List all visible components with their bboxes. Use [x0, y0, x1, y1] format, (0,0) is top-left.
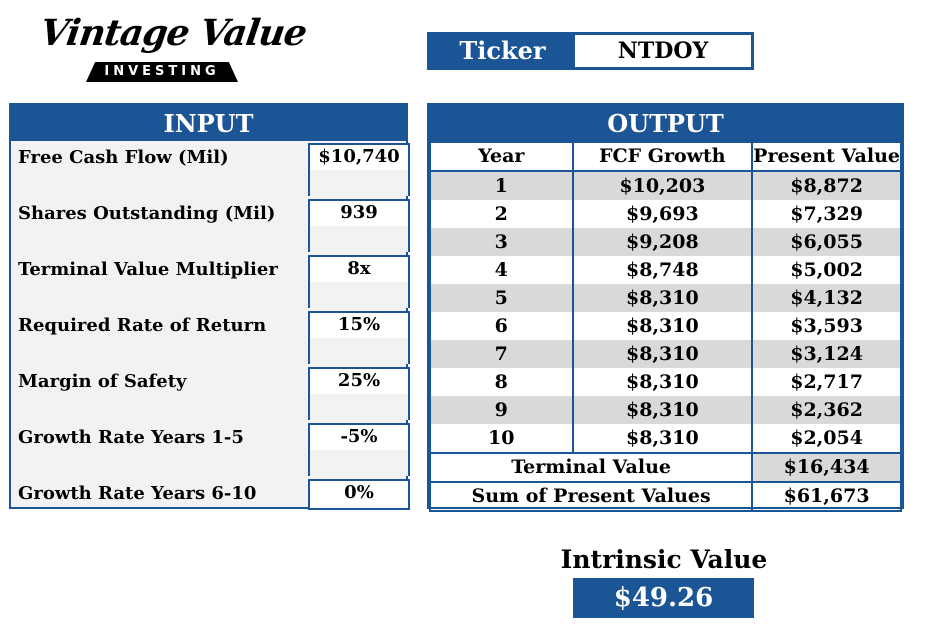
- input-label-growth-6-10: Growth Rate Years 6-10: [18, 483, 257, 504]
- table-row: 8 $8,310 $2,717: [429, 368, 902, 396]
- input-gap: [308, 450, 410, 476]
- input-gap: [308, 394, 410, 420]
- table-row: 2 $9,693 $7,329: [429, 200, 902, 228]
- input-gap: [308, 338, 410, 364]
- year-cell: 7: [429, 340, 574, 368]
- terminal-value-cell: $16,434: [751, 452, 902, 483]
- input-panel-title: INPUT: [11, 105, 406, 141]
- present-value-cell: $8,872: [751, 171, 902, 200]
- input-label-terminal-multiplier: Terminal Value Multiplier: [18, 259, 278, 280]
- column-header-year: Year: [429, 141, 574, 172]
- input-label-growth-1-5: Growth Rate Years 1-5: [18, 427, 244, 448]
- table-row: 10 $8,310 $2,054: [429, 424, 902, 453]
- year-cell: 3: [429, 228, 574, 256]
- terminal-value-row: Terminal Value $16,434: [428, 452, 902, 483]
- year-cell: 9: [429, 396, 574, 424]
- ticker-box: Ticker NTDOY: [427, 32, 754, 70]
- year-cell: 8: [429, 368, 574, 396]
- fcf-cell: $8,310: [571, 340, 754, 368]
- present-value-cell: $2,362: [751, 396, 902, 424]
- table-row: 4 $8,748 $5,002: [429, 256, 902, 284]
- input-gap: [308, 170, 410, 196]
- logo-script-text: Vintage Value: [37, 12, 309, 54]
- input-gap: [308, 282, 410, 308]
- fcf-cell: $8,310: [571, 312, 754, 340]
- table-row: 6 $8,310 $3,593: [429, 312, 902, 340]
- fcf-cell: $8,310: [571, 284, 754, 312]
- terminal-multiplier-field[interactable]: 8x: [308, 255, 410, 286]
- year-cell: 10: [429, 424, 574, 453]
- present-value-cell: $4,132: [751, 284, 902, 312]
- column-header-present-value: Present Value: [751, 141, 902, 172]
- table-row: 5 $8,310 $4,132: [429, 284, 902, 312]
- table-row: 7 $8,310 $3,124: [429, 340, 902, 368]
- ticker-label: Ticker: [430, 35, 575, 67]
- fcf-cell: $8,310: [571, 368, 754, 396]
- fcf-cell: $8,748: [571, 256, 754, 284]
- present-value-cell: $3,124: [751, 340, 902, 368]
- input-label-margin-of-safety: Margin of Safety: [18, 371, 187, 392]
- present-value-cell: $5,002: [751, 256, 902, 284]
- fcf-cell: $9,693: [571, 200, 754, 228]
- input-label-required-return: Required Rate of Return: [18, 315, 267, 336]
- year-cell: 2: [429, 200, 574, 228]
- output-header-row: Year FCF Growth Present Value: [429, 141, 902, 172]
- fcf-cell: $10,203: [571, 171, 754, 200]
- sum-present-values-row: Sum of Present Values $61,673: [428, 481, 902, 512]
- output-table: Year FCF Growth Present Value 1 $10,203 …: [428, 141, 902, 512]
- input-label-free-cash-flow: Free Cash Flow (Mil): [18, 147, 229, 168]
- present-value-cell: $7,329: [751, 200, 902, 228]
- present-value-cell: $3,593: [751, 312, 902, 340]
- present-value-cell: $2,717: [751, 368, 902, 396]
- sum-present-values-cell: $61,673: [751, 481, 902, 512]
- sum-present-values-label: Sum of Present Values: [428, 481, 754, 512]
- growth-rate-1-5-field[interactable]: -5%: [308, 423, 410, 454]
- fcf-cell: $9,208: [571, 228, 754, 256]
- present-value-cell: $6,055: [751, 228, 902, 256]
- fcf-cell: $8,310: [571, 424, 754, 453]
- year-cell: 1: [429, 171, 574, 200]
- year-cell: 4: [429, 256, 574, 284]
- free-cash-flow-field[interactable]: $10,740: [308, 143, 410, 174]
- table-row: 1 $10,203 $8,872: [429, 171, 902, 200]
- intrinsic-value-result: $49.26: [573, 578, 754, 618]
- output-panel: OUTPUT Year FCF Growth Present Value 1 $…: [427, 103, 904, 512]
- ticker-input[interactable]: NTDOY: [575, 35, 751, 67]
- growth-rate-6-10-field[interactable]: 0%: [308, 479, 410, 510]
- present-value-cell: $2,054: [751, 424, 902, 453]
- fcf-cell: $8,310: [571, 396, 754, 424]
- table-row: 3 $9,208 $6,055: [429, 228, 902, 256]
- input-panel: INPUT Free Cash Flow (Mil) $10,740 Share…: [9, 103, 410, 510]
- output-panel-title: OUTPUT: [429, 105, 902, 141]
- logo-sub-text: INVESTING: [86, 62, 238, 82]
- intrinsic-value-label: Intrinsic Value: [560, 545, 768, 574]
- year-cell: 5: [429, 284, 574, 312]
- year-cell: 6: [429, 312, 574, 340]
- column-header-fcf-growth: FCF Growth: [571, 141, 754, 172]
- input-label-shares-outstanding: Shares Outstanding (Mil): [18, 203, 276, 224]
- margin-of-safety-field[interactable]: 25%: [308, 367, 410, 398]
- terminal-value-label: Terminal Value: [428, 452, 754, 483]
- input-gap: [308, 226, 410, 252]
- table-row: 9 $8,310 $2,362: [429, 396, 902, 424]
